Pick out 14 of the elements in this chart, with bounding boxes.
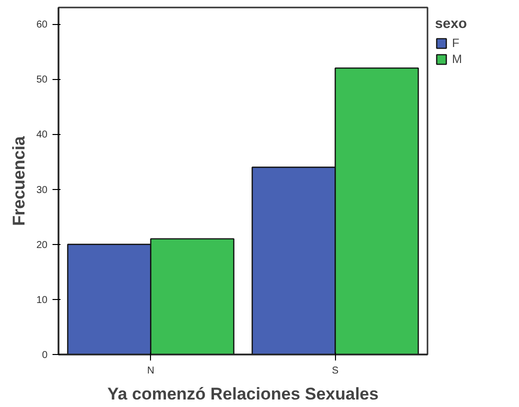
- x-tick-label: N: [147, 366, 154, 376]
- y-tick-label: 30: [36, 184, 48, 196]
- y-tick-label: 50: [36, 74, 48, 86]
- y-tick-label: 60: [36, 20, 48, 31]
- legend-label: F: [452, 36, 460, 50]
- y-tick-label: 40: [36, 130, 48, 141]
- x-tick-label: S: [332, 366, 339, 376]
- x-axis-title: Ya comenzó Relaciones Sexuales: [107, 384, 379, 404]
- legend-label: M: [452, 52, 463, 66]
- y-tick-label: 20: [36, 240, 48, 251]
- y-tick-label: 10: [36, 294, 48, 306]
- y-tick-label: 0: [42, 350, 48, 361]
- y-axis-title: Frecuencia: [9, 136, 28, 226]
- legend-title: sexo: [435, 15, 468, 31]
